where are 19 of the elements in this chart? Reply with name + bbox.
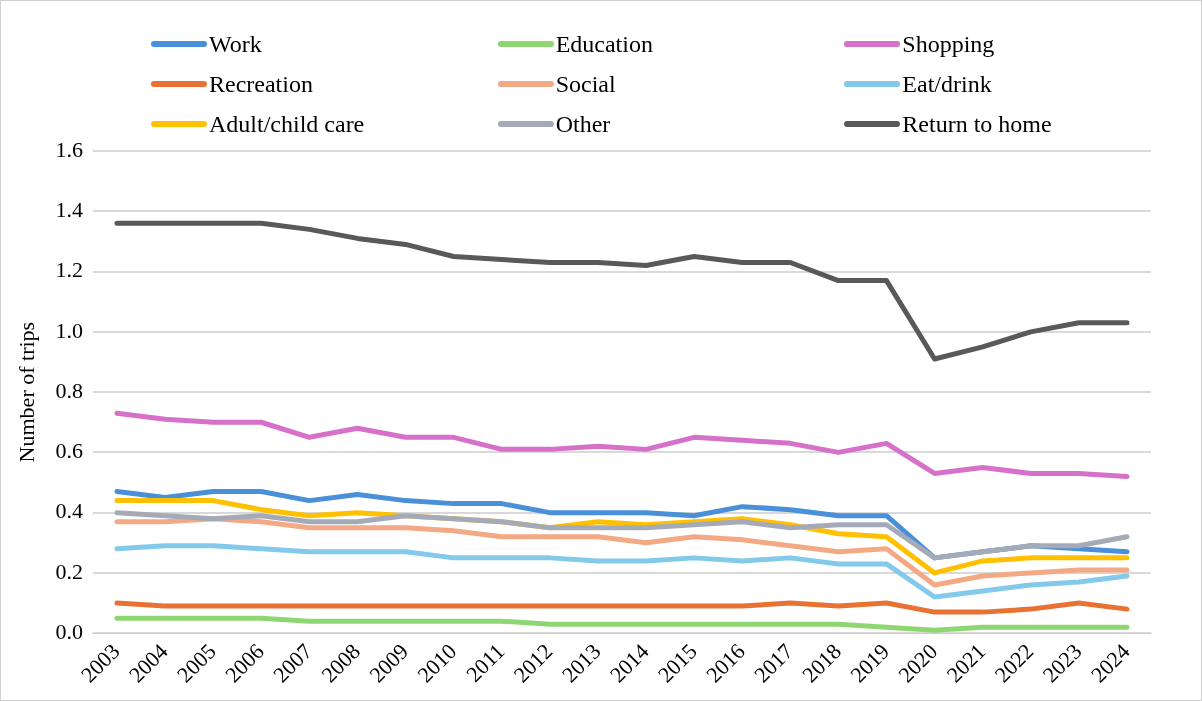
y-tick-label: 1.0 bbox=[55, 317, 83, 343]
legend-label: Eat/drink bbox=[902, 70, 992, 98]
legend-label: Social bbox=[555, 70, 616, 98]
y-tick-label: 0.4 bbox=[55, 498, 83, 524]
y-tick-label: 1.6 bbox=[55, 136, 83, 162]
y-tick-label: 0.6 bbox=[55, 438, 83, 464]
y-tick-label: 1.4 bbox=[55, 197, 83, 223]
legend-label: Recreation bbox=[209, 70, 313, 98]
legend-label: Shopping bbox=[902, 30, 995, 58]
y-tick-label: 0.0 bbox=[55, 619, 83, 644]
legend-label: Work bbox=[209, 30, 262, 58]
y-axis-title: Number of trips bbox=[13, 321, 39, 463]
legend-label: Adult/child care bbox=[209, 110, 365, 138]
y-tick-label: 0.2 bbox=[55, 558, 83, 584]
y-tick-label: 0.8 bbox=[55, 377, 83, 403]
legend-label: Other bbox=[555, 110, 611, 138]
y-tick-label: 1.2 bbox=[55, 257, 83, 283]
legend-label: Return to home bbox=[902, 110, 1052, 138]
legend-label: Education bbox=[555, 30, 653, 58]
